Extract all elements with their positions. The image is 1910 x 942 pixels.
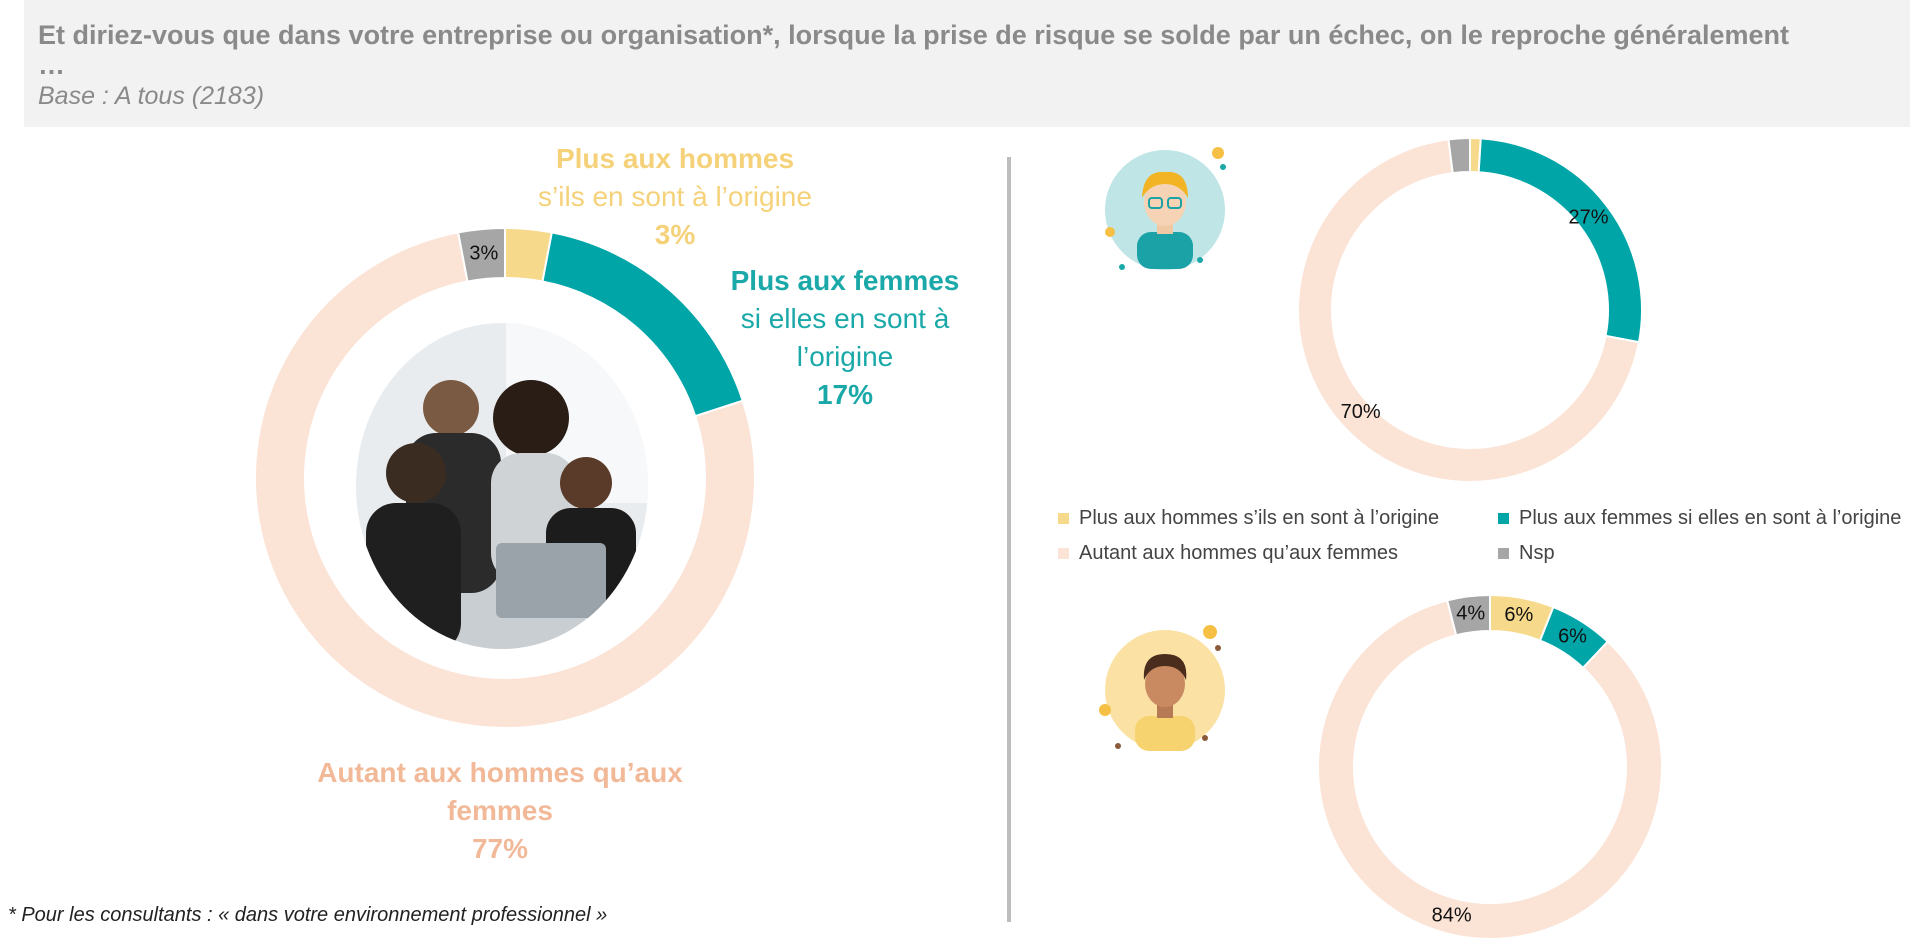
men-donut-label-hommes: 6% <box>1504 604 1533 626</box>
legend-item-hommes: Plus aux hommes s’ils en sont à l’origin… <box>1058 507 1439 530</box>
men-donut-slice-autant <box>1317 599 1663 940</box>
man-avatar-icon <box>1099 625 1225 751</box>
legend-label-hommes: Plus aux hommes s’ils en sont à l’origin… <box>1079 507 1440 529</box>
vertical-divider <box>1007 157 1011 922</box>
callout-femmes-text-2: l’origine <box>796 341 894 372</box>
women-donut-label-femmes: 27% <box>1569 206 1609 228</box>
men-donut-label-autant: 84% <box>1432 904 1472 926</box>
main-donut-slice-nsp <box>456 226 506 283</box>
women-donut-chart: 1% 27% 70% 2% <box>1297 120 1643 483</box>
legend-swatch-autant <box>1058 548 1069 559</box>
women-donut-slice-femmes <box>1477 137 1643 344</box>
women-donut-slice-autant <box>1297 138 1641 483</box>
main-donut-label-nsp: 3% <box>469 242 498 264</box>
callout-autant-title-2: femmes <box>447 795 553 826</box>
main-donut-chart: 3% <box>254 226 756 729</box>
women-donut-label-autant: 70% <box>1341 401 1381 423</box>
callout-femmes-title: Plus aux femmes <box>730 265 960 296</box>
men-donut-slice-nsp <box>1446 593 1491 637</box>
callout-femmes-value: 17% <box>816 379 874 410</box>
legend-label-autant: Autant aux hommes qu’aux femmes <box>1079 542 1399 564</box>
callout-femmes: Plus aux femmes si elles en sont à l’ori… <box>710 262 980 414</box>
base-subtitle: Base : A tous (2183) <box>38 82 265 110</box>
photo-team-image <box>356 323 648 649</box>
men-donut-label-nsp: 4% <box>1456 602 1485 624</box>
men-donut-chart: 6% 6% 84% 4% <box>1317 593 1663 940</box>
legend-item-femmes: Plus aux femmes si elles en sont à l’ori… <box>1498 507 1901 530</box>
callout-hommes: Plus aux hommes s’ils en sont à l’origin… <box>500 140 850 254</box>
callout-autant-value: 77% <box>471 833 529 864</box>
main-donut-slice-autant <box>254 231 756 729</box>
legend-label-femmes: Plus aux femmes si elles en sont à l’ori… <box>1519 507 1902 529</box>
footnote: * Pour les consultants : « dans votre en… <box>8 904 608 926</box>
legend-item-nsp: Nsp <box>1498 542 1555 565</box>
page-title: Et diriez-vous que dans votre entreprise… <box>38 20 1789 80</box>
legend-item-autant: Autant aux hommes qu’aux femmes <box>1058 542 1398 565</box>
callout-autant: Autant aux hommes qu’aux femmes 77% <box>290 754 710 868</box>
women-donut-slice-nsp <box>1447 136 1471 175</box>
callout-hommes-value: 3% <box>654 219 696 250</box>
header: Et diriez-vous que dans votre entreprise… <box>24 0 1910 127</box>
callout-hommes-text: s’ils en sont à l’origine <box>538 181 812 212</box>
women-donut-label-nsp: 2% <box>1443 120 1472 123</box>
legend-swatch-nsp <box>1498 548 1509 559</box>
legend-swatch-femmes <box>1498 513 1509 524</box>
callout-hommes-title: Plus aux hommes <box>555 143 795 174</box>
women-donut-label-hommes: 1% <box>1462 120 1491 122</box>
men-donut-label-femmes: 6% <box>1558 625 1587 647</box>
woman-avatar-icon <box>1105 147 1226 270</box>
callout-autant-title-1: Autant aux hommes qu’aux <box>317 757 683 788</box>
callout-femmes-text-1: si elles en sont à <box>740 303 950 334</box>
legend-swatch-hommes <box>1058 513 1069 524</box>
legend-label-nsp: Nsp <box>1519 542 1555 564</box>
